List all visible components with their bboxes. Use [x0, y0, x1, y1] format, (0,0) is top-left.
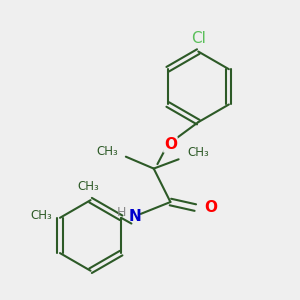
Text: N: N: [129, 208, 142, 224]
Text: CH₃: CH₃: [78, 180, 100, 193]
Text: Cl: Cl: [191, 31, 206, 46]
Text: O: O: [164, 137, 177, 152]
Text: CH₃: CH₃: [187, 146, 209, 159]
Text: H: H: [117, 206, 127, 219]
Text: O: O: [204, 200, 217, 215]
Text: CH₃: CH₃: [97, 146, 119, 158]
Text: CH₃: CH₃: [31, 209, 52, 222]
